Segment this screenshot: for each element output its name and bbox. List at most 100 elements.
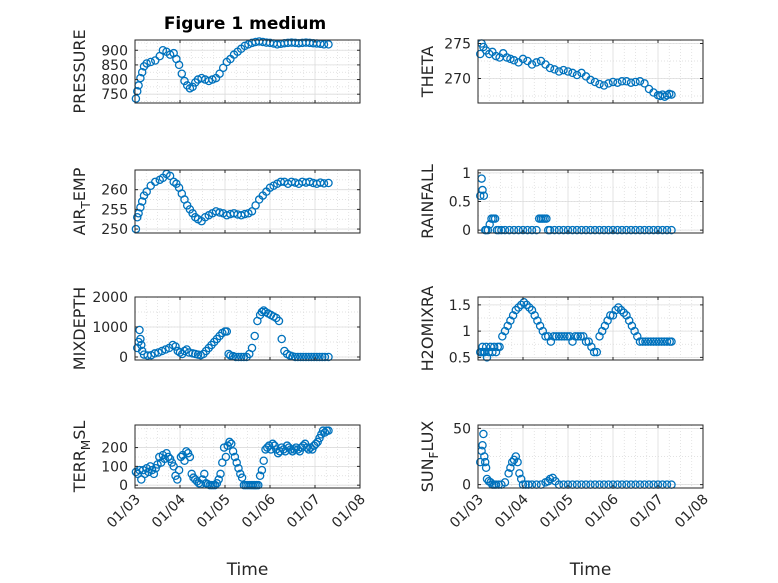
data-point — [619, 308, 629, 317]
data-point — [505, 225, 514, 235]
data-point — [200, 469, 209, 479]
data-point — [516, 474, 526, 484]
data-point — [142, 59, 151, 68]
data-point — [231, 352, 241, 362]
x-tick-label: 01/05 — [194, 492, 234, 532]
data-point — [523, 225, 532, 235]
data-point — [136, 73, 145, 83]
data-point — [150, 349, 160, 358]
data-point — [227, 439, 236, 449]
data-point — [146, 57, 155, 67]
x-tick-label: 01/05 — [537, 492, 577, 532]
x-tick-label: 01/08 — [329, 492, 369, 532]
data-point — [214, 475, 223, 484]
data-point — [132, 87, 142, 96]
data-point — [613, 78, 622, 87]
data-point — [312, 352, 322, 362]
subplot-7: 01/03 01/04 01/05 01/06 01/07 01/08 0 100 200 TER… — [70, 421, 369, 580]
y-tick-label: 0 — [462, 478, 471, 494]
axes-frame — [477, 424, 704, 489]
data-point — [149, 469, 159, 479]
x-axis-label: Time — [226, 560, 269, 580]
data-point — [516, 300, 526, 310]
data-point — [132, 212, 142, 222]
x-tick-label: 01/06 — [582, 491, 622, 531]
axes-frame — [134, 424, 361, 489]
data-point — [221, 452, 231, 462]
x-tick-label: 01/03 — [447, 492, 487, 532]
data-point — [188, 82, 197, 92]
data-point — [626, 78, 636, 87]
data-point — [611, 305, 620, 315]
data-point — [654, 337, 664, 346]
data-point — [617, 225, 627, 235]
data-point — [259, 456, 268, 465]
data-point — [651, 337, 661, 346]
data-point — [482, 353, 492, 362]
data-point — [614, 303, 623, 312]
data-point — [135, 325, 144, 335]
data-point — [626, 225, 636, 235]
data-point — [557, 332, 566, 341]
data-point — [180, 346, 189, 356]
data-point — [631, 225, 640, 235]
subplot-2: 270 275 THETA — [418, 37, 704, 104]
y-tick-label: 1.5 — [449, 298, 471, 314]
data-point — [215, 208, 224, 217]
data-point — [174, 465, 184, 475]
data-point — [563, 67, 573, 76]
data-point — [635, 77, 645, 86]
data-point — [215, 69, 224, 78]
data-point — [518, 225, 528, 235]
y-axis-label: AIRTEMP — [70, 167, 93, 235]
data-point — [542, 214, 551, 223]
x-tick-label: 01/04 — [492, 491, 532, 531]
data-point — [257, 465, 267, 475]
y-tick-label: 200 — [101, 441, 128, 457]
data-point — [560, 332, 569, 341]
data-point — [304, 352, 313, 362]
y-axis-label: THETA — [418, 46, 437, 98]
data-point — [515, 469, 524, 478]
data-point — [224, 349, 233, 359]
y-tick-label: 0 — [119, 350, 128, 366]
data-point — [177, 69, 187, 78]
data-point — [274, 316, 284, 326]
data-point — [509, 56, 519, 65]
data-point — [316, 178, 325, 187]
data-point — [150, 177, 160, 187]
data-point — [586, 75, 595, 85]
data-point — [293, 352, 303, 362]
y-tick-label: 260 — [101, 183, 128, 199]
data-point — [559, 65, 568, 75]
data-point — [137, 340, 146, 350]
y-tick-label: 900 — [101, 43, 128, 59]
data-point — [150, 56, 160, 65]
y-axis-label: RAINFALL — [418, 164, 437, 239]
data-point — [532, 58, 541, 67]
data-point — [514, 225, 523, 235]
data-point — [504, 469, 513, 478]
data-point — [478, 342, 487, 352]
data-point — [522, 300, 531, 310]
data-point — [165, 171, 175, 181]
data-point — [667, 225, 676, 235]
data-point — [552, 332, 561, 341]
axes-frame — [477, 39, 704, 104]
y-tick-label: 0.5 — [449, 350, 471, 366]
data-point — [613, 225, 622, 235]
data-point — [277, 334, 286, 344]
data-point — [247, 343, 257, 353]
data-point — [606, 311, 615, 320]
data-point — [317, 352, 327, 362]
data-point — [480, 457, 490, 467]
data-point — [572, 225, 582, 235]
data-point — [550, 225, 559, 235]
data-point — [296, 352, 305, 362]
data-point — [142, 187, 151, 196]
data-point — [232, 458, 241, 467]
data-point — [175, 348, 185, 357]
axes-frame — [134, 169, 361, 234]
data-point — [230, 452, 240, 462]
